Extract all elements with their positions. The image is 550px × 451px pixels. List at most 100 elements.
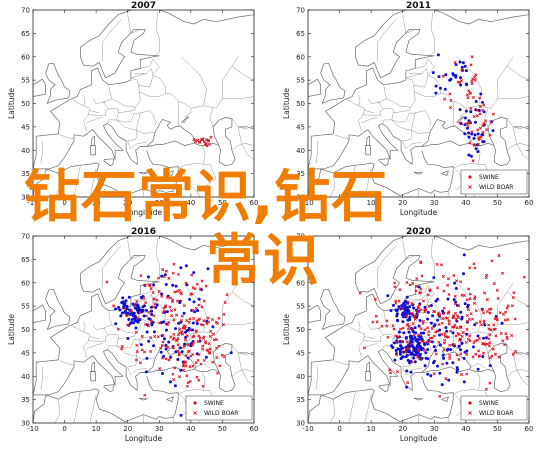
swine-outbreak-point <box>462 253 466 257</box>
country-border <box>139 91 192 117</box>
wild-boar-outbreak-point <box>469 312 473 316</box>
country-border <box>363 333 394 342</box>
swine-outbreak-point <box>482 336 485 340</box>
coastline <box>413 397 423 401</box>
swine-outbreak-point <box>426 317 429 321</box>
country-border <box>427 238 435 283</box>
country-border <box>402 366 422 376</box>
wild-boar-outbreak-point <box>385 319 389 323</box>
swine-outbreak-point <box>405 353 409 357</box>
coastline <box>378 158 389 167</box>
wild-boar-outbreak-point <box>432 310 436 314</box>
wild-boar-outbreak-point <box>454 334 458 338</box>
wild-boar-outbreak-point <box>400 340 404 344</box>
swine-outbreak-point <box>159 350 163 354</box>
swine-outbreak-point <box>432 345 436 349</box>
wild-boar-outbreak-point <box>129 309 133 313</box>
wild-boar-outbreak-point <box>204 284 208 288</box>
country-border <box>222 56 239 99</box>
swine-outbreak-point <box>211 325 215 329</box>
y-axis-label: Latitude <box>7 88 16 119</box>
wild-boar-outbreak-point <box>457 332 461 336</box>
swine-outbreak-point <box>434 91 438 95</box>
wild-boar-outbreak-point <box>149 319 153 323</box>
y-tick-label: 60 <box>296 279 305 287</box>
wild-boar-outbreak-point <box>207 139 211 143</box>
swine-outbreak-point <box>436 297 440 301</box>
wild-boar-outbreak-point <box>160 356 165 360</box>
country-border <box>40 366 43 390</box>
wild-boar-outbreak-point <box>406 381 410 385</box>
coastline <box>308 150 454 197</box>
wild-boar-outbreak-point <box>186 343 190 347</box>
wild-boar-outbreak-point <box>436 313 440 317</box>
wild-boar-outbreak-point <box>427 333 431 337</box>
wild-boar-outbreak-point <box>414 289 418 293</box>
country-border <box>471 363 485 368</box>
swine-outbreak-point <box>406 308 410 312</box>
x-tick-label: 60 <box>525 199 534 207</box>
map-title: 2016 <box>131 227 156 237</box>
x-tick-label: 50 <box>218 425 227 433</box>
wild-boar-outbreak-point <box>478 320 482 324</box>
swine-outbreak-point <box>464 109 468 113</box>
wild-boar-outbreak-point <box>408 342 412 346</box>
country-border <box>476 145 481 165</box>
wild-boar-outbreak-point <box>427 304 431 308</box>
wild-boar-outbreak-point <box>489 328 493 332</box>
map-layer <box>33 236 254 423</box>
wild-boar-outbreak-point <box>482 342 486 346</box>
wild-boar-outbreak-point <box>207 342 211 346</box>
wild-boar-outbreak-point <box>469 91 473 95</box>
wild-boar-outbreak-point <box>510 304 514 308</box>
wild-boar-outbreak-point <box>401 326 405 330</box>
country-border <box>497 56 514 99</box>
wild-boar-outbreak-point <box>447 322 451 326</box>
country-border <box>358 321 361 332</box>
wild-boar-outbreak-point <box>120 344 124 348</box>
wild-boar-outbreak-point <box>395 353 399 357</box>
swine-outbreak-point <box>179 266 183 270</box>
wild-boar-outbreak-point <box>177 353 181 357</box>
swine-outbreak-point <box>167 340 171 344</box>
swine-outbreak-point <box>426 342 430 346</box>
swine-outbreak-point <box>144 370 148 374</box>
wild-boar-outbreak-point <box>398 288 402 292</box>
wild-boar-outbreak-point <box>140 334 144 338</box>
wild-boar-outbreak-point <box>211 332 215 336</box>
swine-outbreak-point <box>422 331 426 335</box>
swine-outbreak-point <box>476 367 480 371</box>
swine-outbreak-point <box>125 304 129 308</box>
wild-boar-outbreak-point <box>428 340 432 344</box>
legend-boar-marker <box>468 185 472 189</box>
map-layer <box>308 236 538 423</box>
y-tick-label: 70 <box>296 233 305 241</box>
swine-outbreak-point <box>454 63 458 67</box>
wild-boar-outbreak-point <box>411 281 415 285</box>
wild-boar-outbreak-point <box>481 108 485 112</box>
swine-outbreak-point <box>417 324 421 328</box>
country-border <box>402 240 416 260</box>
wild-boar-outbreak-point <box>492 327 496 331</box>
swine-outbreak-point <box>481 100 484 104</box>
swine-outbreak-point <box>412 356 416 360</box>
swine-outbreak-point <box>150 323 154 327</box>
coastline <box>238 126 254 130</box>
wild-boar-outbreak-point <box>441 362 445 366</box>
country-border <box>40 140 43 164</box>
map-layer <box>308 10 529 197</box>
wild-boar-outbreak-point <box>536 290 538 292</box>
x-tick-label: 30 <box>430 425 439 433</box>
wild-boar-outbreak-point <box>176 349 180 353</box>
wild-boar-outbreak-point <box>120 347 124 351</box>
wild-boar-outbreak-point <box>522 275 526 279</box>
country-border <box>83 95 86 106</box>
wild-boar-outbreak-point <box>482 320 486 324</box>
wild-boar-outbreak-point <box>169 314 173 318</box>
wild-boar-outbreak-point <box>197 352 201 356</box>
wild-boar-outbreak-point <box>358 291 362 295</box>
coastline <box>441 396 449 402</box>
wild-boar-outbreak-point <box>474 309 478 313</box>
swine-outbreak-point <box>392 341 396 345</box>
wild-boar-outbreak-point <box>171 346 175 350</box>
